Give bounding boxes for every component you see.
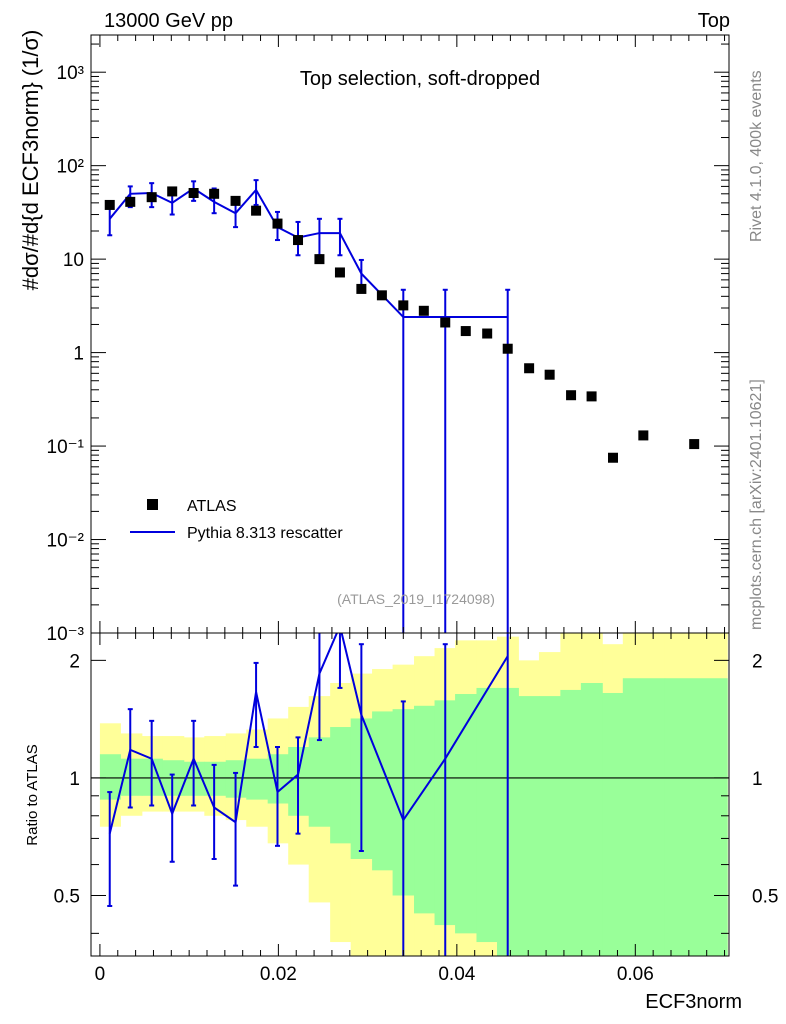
header-category: Top xyxy=(697,10,730,32)
side-text-rivet: Rivet 4.1.0, 400k events xyxy=(748,70,765,242)
data-point xyxy=(502,343,513,354)
x-axis-label: ECF3norm xyxy=(645,991,742,1013)
ratio-y-tick-label: 0.5 xyxy=(54,887,80,908)
band-inner xyxy=(560,689,582,956)
y-tick-label: 10⁻¹ xyxy=(47,437,85,458)
data-point xyxy=(418,305,429,316)
legend-label-data: ATLAS xyxy=(187,498,237,515)
data-point xyxy=(638,430,649,441)
data-point xyxy=(566,390,577,401)
ratio-y-axis-label: Ratio to ATLAS xyxy=(24,744,41,845)
ratio-y-tick-label-right: 1 xyxy=(752,769,763,790)
data-point xyxy=(544,369,555,380)
data-point xyxy=(440,317,451,328)
side-text-mcplots: mcplots.cern.ch [arXiv:2401.10621] xyxy=(748,379,765,630)
ratio-y-tick-label-right: 0.5 xyxy=(752,887,778,908)
band-inner xyxy=(308,737,331,827)
band-inner xyxy=(99,754,121,800)
x-tick-label: 0.06 xyxy=(617,964,654,985)
band-inner xyxy=(372,711,394,871)
ratio-panel-frame xyxy=(90,632,730,957)
data-point xyxy=(524,363,535,374)
data-point xyxy=(482,328,493,339)
x-tick-label: 0 xyxy=(95,964,106,985)
legend-label-mc: Pythia 8.313 rescatter xyxy=(187,525,343,542)
ratio-y-tick-label: 2 xyxy=(69,651,80,672)
y-tick-label: 10⁻³ xyxy=(47,624,85,645)
data-point xyxy=(376,290,387,301)
data-point xyxy=(293,235,304,246)
mc-line xyxy=(108,187,508,319)
band-inner xyxy=(602,692,624,956)
y-tick-label: 1 xyxy=(73,344,84,365)
y-tick-label: 10³ xyxy=(57,63,84,84)
data-point xyxy=(230,195,241,206)
x-tick-label: 0.02 xyxy=(260,964,297,985)
ratio-y-tick-label-right: 2 xyxy=(752,651,763,672)
band-inner xyxy=(330,727,352,844)
band-inner xyxy=(622,678,666,956)
chart-title: Top selection, soft-dropped xyxy=(300,68,540,90)
band-inner xyxy=(538,696,561,956)
data-point xyxy=(125,196,136,207)
ratio-y-tick-label: 1 xyxy=(69,769,80,790)
band-inner xyxy=(580,683,603,956)
band-inner xyxy=(664,678,728,956)
data-point xyxy=(398,300,409,311)
data-point xyxy=(188,187,199,198)
data-point xyxy=(104,199,115,210)
data-point xyxy=(586,391,597,402)
y-tick-label: 10⁻² xyxy=(47,531,85,552)
band-inner xyxy=(476,687,498,943)
data-point xyxy=(460,326,471,337)
data-point xyxy=(689,439,700,450)
data-point xyxy=(272,218,283,229)
data-point xyxy=(146,192,157,203)
header-process: 13000 GeV pp xyxy=(104,10,233,32)
band-inner xyxy=(455,694,477,934)
analysis-watermark: (ATLAS_2019_I1724098) xyxy=(337,591,495,607)
data-point xyxy=(356,283,367,294)
top-panel-frame xyxy=(90,34,730,634)
data-point xyxy=(334,267,345,278)
band-inner xyxy=(518,696,540,956)
data-point xyxy=(251,205,262,216)
data-point xyxy=(608,452,618,463)
y-axis-label: #dσ/#d{d ECF3norm} (1/σ) xyxy=(18,30,43,291)
band-inner xyxy=(246,758,269,800)
data-point xyxy=(209,188,220,199)
ratio-line xyxy=(108,633,509,834)
y-tick-label: 10 xyxy=(63,250,84,271)
data-point xyxy=(167,186,178,197)
band-inner xyxy=(204,761,227,796)
data-point xyxy=(314,254,325,265)
y-tick-label: 10² xyxy=(57,157,84,178)
x-tick-label: 0.04 xyxy=(438,964,475,985)
band-inner xyxy=(414,705,436,914)
legend-marker-data xyxy=(147,499,158,510)
